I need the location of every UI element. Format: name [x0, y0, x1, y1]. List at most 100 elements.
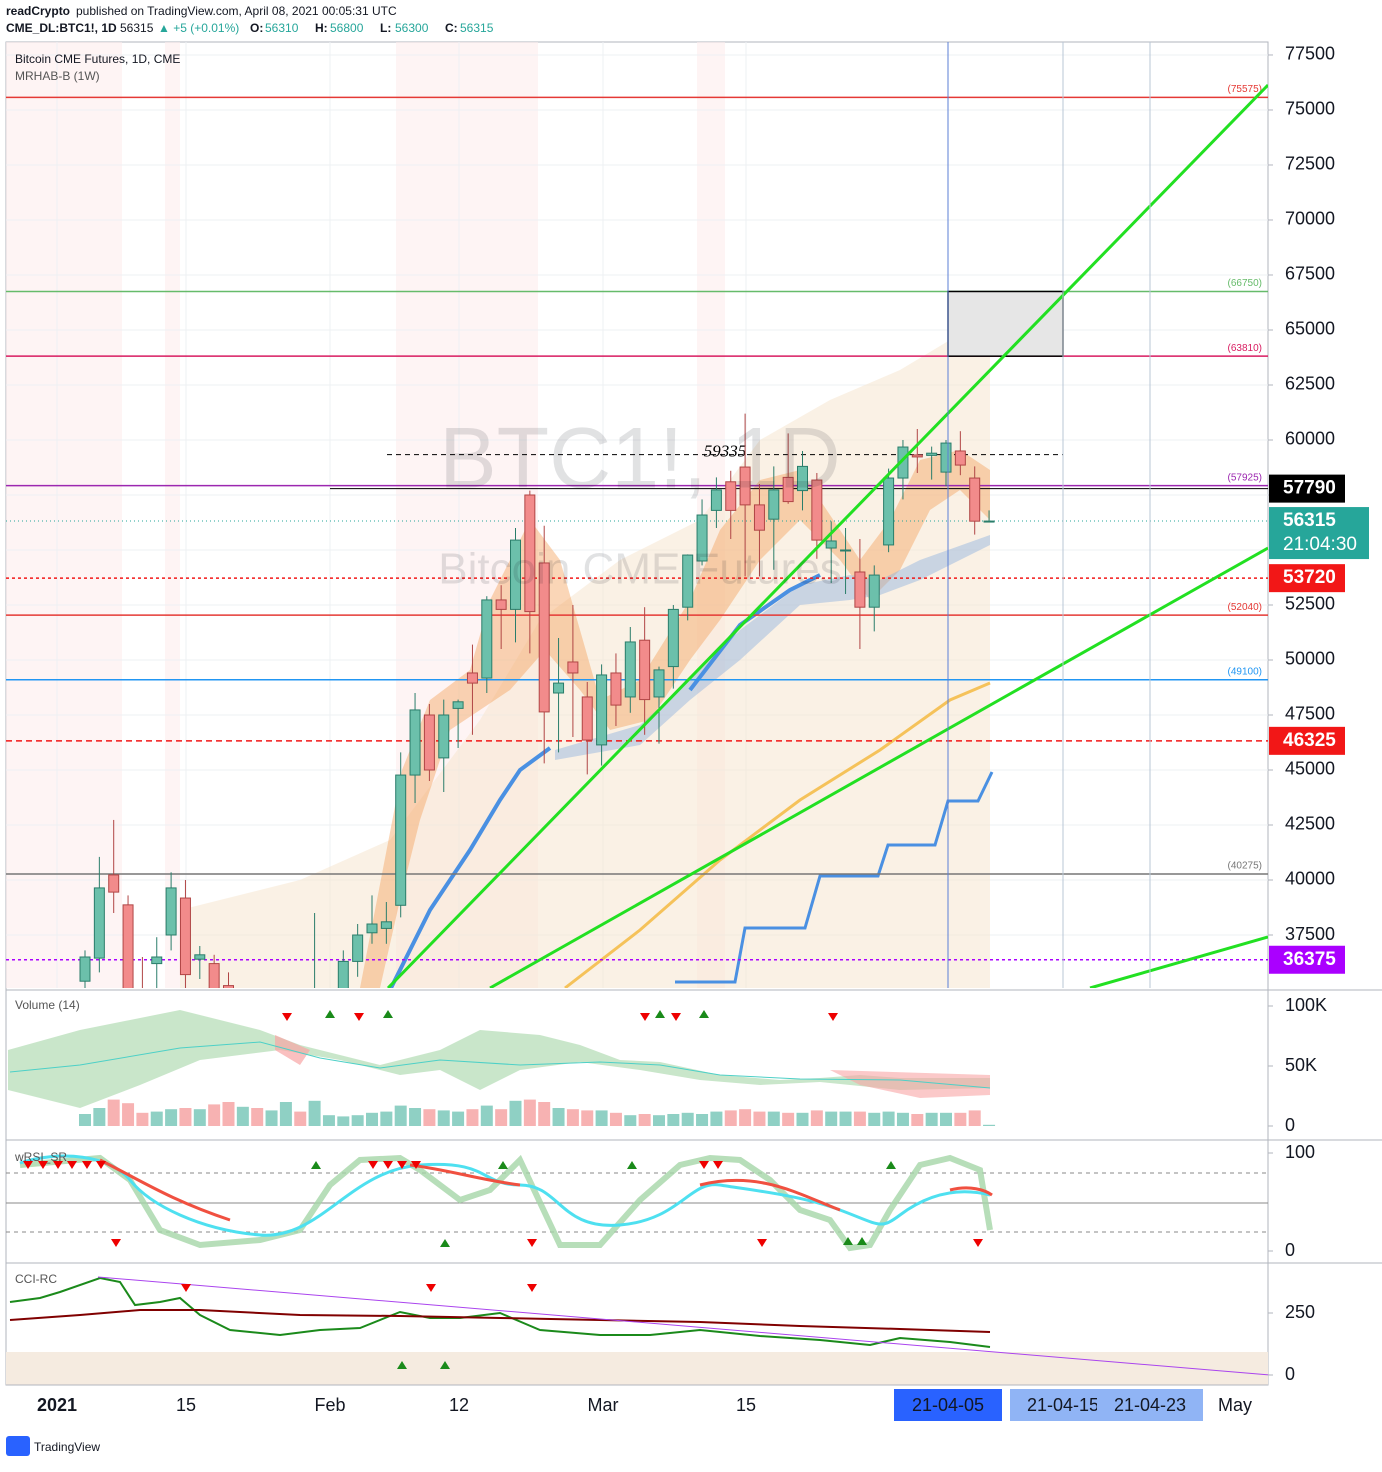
trendline: [1089, 935, 1268, 988]
candle-body: [667, 608, 679, 668]
volume-bar: [265, 1110, 278, 1126]
volume-bar: [940, 1112, 952, 1126]
volume-bar: [796, 1112, 809, 1126]
candle-body: [811, 479, 823, 541]
y-tick-label: 50000: [1285, 649, 1335, 669]
trendline: [489, 546, 1268, 988]
logo: [6, 1436, 30, 1456]
rsi-line: [19, 1154, 991, 1237]
candle-body: [466, 672, 478, 684]
volume-bar: [509, 1100, 522, 1126]
volume-bar: [193, 1109, 206, 1126]
candle-body: [108, 874, 120, 893]
price-badge-label: 46325: [1283, 730, 1336, 751]
volume-bar: [179, 1108, 192, 1126]
price-badge: [1269, 945, 1345, 974]
volume-bar: [954, 1112, 967, 1126]
candle-body: [380, 921, 392, 929]
volume-bar: [136, 1112, 149, 1126]
volume-title: Volume (14): [15, 998, 80, 1012]
signal-arrow: [354, 1013, 364, 1021]
price-badge: [1269, 474, 1345, 503]
volume-bar: [581, 1110, 594, 1126]
volume-bar: [609, 1112, 622, 1126]
candle-body: [639, 639, 651, 701]
candle-body: [93, 887, 105, 959]
candle-body: [524, 494, 536, 613]
y-tick-label: 40000: [1285, 869, 1335, 889]
candle-body: [768, 489, 780, 520]
volume-bar: [79, 1114, 91, 1126]
ma-line: [564, 681, 991, 988]
candle-body: [596, 674, 608, 746]
price-pane: (75575) (66750) (63810) (57925) (52040) (4910…: [6, 42, 1268, 988]
candle-body: [739, 466, 751, 506]
candle-body: [352, 934, 364, 962]
volume-bar: [868, 1112, 881, 1126]
volume-bar: [452, 1111, 465, 1126]
candle-body: [567, 661, 579, 674]
level-label: (63810): [1228, 343, 1262, 354]
candle-body: [438, 714, 450, 759]
candle-body: [481, 599, 493, 679]
candle-body: [194, 954, 206, 960]
volume-bar: [696, 1114, 709, 1126]
volume-bar: [523, 1099, 536, 1126]
candle-body: [337, 960, 349, 988]
cci-zone: [6, 1352, 1268, 1385]
volume-bar: [653, 1115, 665, 1126]
y-tick-label: 45000: [1285, 759, 1335, 779]
volume-bar: [925, 1112, 938, 1126]
candle-body: [940, 442, 952, 473]
candle-body: [553, 682, 565, 694]
y-tick-label: 60000: [1285, 429, 1335, 449]
price-badge: [1269, 564, 1345, 593]
x-tick-label: Mar: [588, 1395, 619, 1415]
volume-bar: [753, 1111, 766, 1126]
marker-label: 59335: [704, 442, 747, 461]
candle-body: [911, 454, 923, 458]
signal-arrow: [640, 1013, 650, 1021]
price-badge: [1269, 507, 1369, 560]
volume-bar: [853, 1111, 866, 1126]
candle-body: [969, 477, 981, 522]
price-badge-label: 36375: [1283, 949, 1336, 970]
y-tick-label: 65000: [1285, 319, 1335, 339]
candle-body: [208, 963, 220, 988]
candle-body: [696, 514, 708, 562]
signal-arrow: [82, 1161, 92, 1169]
y-tick-label: 250: [1285, 1302, 1315, 1322]
ohlc-label: O:: [250, 21, 263, 35]
y-tick-label: 77500: [1285, 44, 1335, 64]
volume-bar: [107, 1099, 120, 1126]
candle-body: [495, 599, 507, 610]
volume-bar: [366, 1112, 378, 1126]
volume-bar: [93, 1108, 106, 1126]
price-badge-label: 56315: [1283, 510, 1336, 531]
signal-arrow: [38, 1161, 48, 1169]
volume-bar: [710, 1111, 723, 1126]
cci-title: CCI-RC: [15, 1272, 57, 1286]
candle-body: [151, 956, 163, 965]
signal-arrow: [886, 1161, 896, 1169]
volume-bar: [566, 1109, 579, 1126]
volume-bar: [782, 1112, 795, 1126]
volume-bar: [337, 1116, 350, 1126]
signal-arrow: [713, 1161, 723, 1169]
ohlc-label: C:: [445, 21, 458, 35]
signal-arrow: [973, 1239, 983, 1247]
volume-bar: [222, 1102, 235, 1126]
signal-arrow: [325, 1010, 335, 1018]
signals: [23, 1010, 983, 1369]
published: published on TradingView.com, April 08, …: [76, 4, 397, 18]
level-label: (57925): [1228, 472, 1262, 483]
volume-bar: [638, 1114, 651, 1126]
step-line: [675, 771, 994, 984]
signal-arrow: [383, 1010, 393, 1018]
volume-bar: [351, 1115, 364, 1126]
session-band: [6, 42, 122, 988]
candle-body: [610, 672, 622, 706]
ma-line: [388, 746, 552, 988]
signal-arrow: [426, 1284, 436, 1292]
volume-bar: [595, 1110, 608, 1126]
